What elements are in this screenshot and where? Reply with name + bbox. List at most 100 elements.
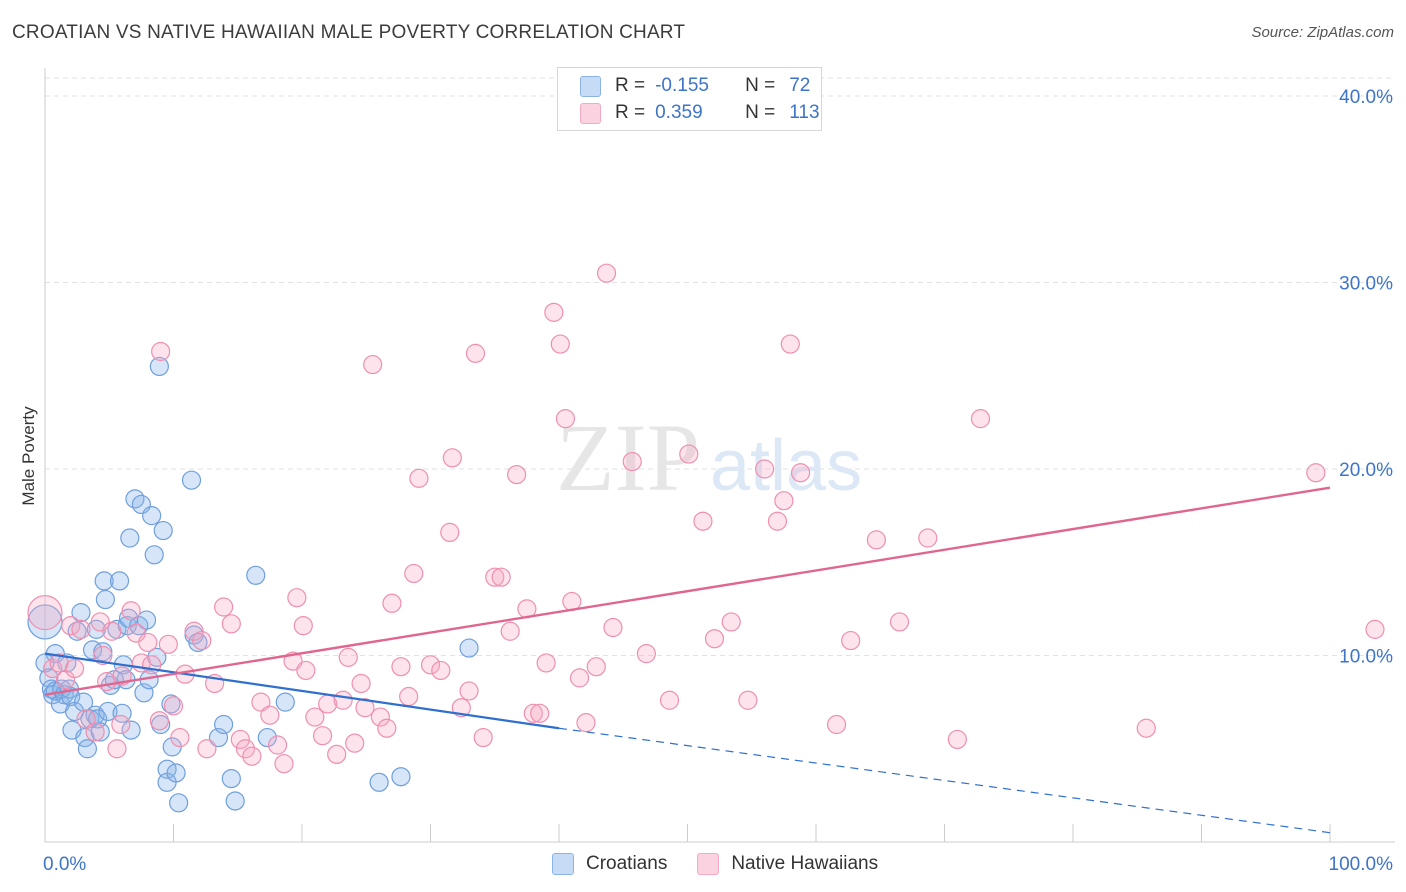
- native-hawaiian-point: [149, 711, 169, 731]
- legend-swatch-blue: [552, 853, 574, 875]
- native-hawaiian-point: [693, 511, 713, 531]
- legend-n-value: 113: [789, 102, 820, 123]
- native-hawaiian-point: [404, 563, 424, 584]
- native-hawaiian-point: [107, 739, 127, 759]
- native-hawaiian-point: [355, 698, 375, 718]
- native-hawaiian-point: [327, 744, 347, 764]
- native-hawaiian-point: [918, 528, 938, 548]
- croatian-point: [71, 603, 91, 623]
- croatian-point: [369, 772, 389, 792]
- native-hawaiian-point: [76, 709, 96, 729]
- native-hawaiian-point: [170, 727, 190, 748]
- native-hawaiian-point: [826, 714, 847, 735]
- x-tick-label: 0.0%: [43, 854, 86, 875]
- native-hawaiian-point: [409, 468, 429, 488]
- watermark-atlas: atlas: [710, 426, 862, 506]
- native-hawaiian-point: [192, 630, 212, 651]
- legend-item-native-hawaiians: Native Hawaiians: [697, 853, 878, 875]
- croatian-point: [109, 571, 130, 591]
- native-hawaiian-point: [27, 595, 63, 631]
- native-hawaiian-point: [287, 588, 307, 608]
- croatian-point: [153, 520, 173, 541]
- croatian-point: [120, 528, 140, 548]
- x-tick-label: 100.0%: [1329, 854, 1394, 875]
- native-hawaiian-point: [1365, 619, 1385, 639]
- croatian-point: [221, 768, 241, 789]
- native-hawaiian-point: [1306, 463, 1326, 483]
- legend-swatch-blue: [580, 75, 601, 97]
- native-hawaiian-point: [586, 657, 606, 677]
- native-hawaiian-point: [431, 660, 451, 681]
- croatian-point: [90, 722, 110, 742]
- native-hawaiian-point: [544, 302, 564, 322]
- native-hawaiian-point: [85, 722, 105, 742]
- native-hawaiian-point: [451, 698, 471, 718]
- native-hawaiian-point: [333, 690, 353, 710]
- croatian-point: [181, 470, 202, 490]
- legend-r-label: R =: [615, 102, 646, 123]
- native-hawaiian-point: [64, 658, 85, 679]
- croatian-point: [246, 565, 266, 585]
- croatian-point: [275, 692, 295, 712]
- native-hawaiian-point: [1136, 718, 1156, 738]
- native-hawaiian-point: [163, 696, 184, 716]
- series-legend: Croatians Native Hawaiians: [552, 852, 908, 876]
- y-tick-label: 10.0%: [1339, 647, 1393, 668]
- croatian-point: [459, 638, 479, 658]
- native-hawaiian-point: [536, 653, 556, 673]
- native-hawaiian-point: [345, 733, 365, 753]
- native-hawaiian-point: [399, 686, 419, 707]
- croatian-point: [391, 767, 411, 787]
- native-hawaiian-point: [71, 619, 91, 639]
- native-hawaiian-point: [260, 705, 280, 725]
- native-hawaiian-trend-line: [44, 486, 1331, 696]
- native-hawaiian-point: [465, 343, 486, 363]
- croatian-trend-line: [44, 652, 560, 730]
- native-hawaiian-point: [659, 690, 680, 710]
- native-hawaiian-point: [296, 660, 316, 681]
- trend-lines: [44, 486, 1331, 834]
- croatian-point: [136, 610, 157, 630]
- native-hawaiian-point: [242, 746, 262, 766]
- native-hawaiian-point: [391, 657, 411, 677]
- native-hawaiian-point: [305, 707, 325, 727]
- croatian-point: [77, 739, 98, 759]
- legend-row-native-hawaiians: R = 0.359 N = 113: [580, 101, 820, 125]
- croatian-point: [169, 793, 189, 813]
- y-tick-label: 40.0%: [1339, 87, 1393, 108]
- watermark-zip: ZIP: [556, 404, 700, 511]
- legend-n-label: N =: [745, 75, 776, 96]
- croatian-point: [94, 571, 114, 591]
- legend-r-value: -0.155: [655, 75, 709, 96]
- native-hawaiian-point: [442, 448, 462, 468]
- croatian-point: [142, 506, 162, 526]
- native-hawaiian-point: [947, 729, 967, 750]
- native-hawaiian-point: [473, 727, 493, 748]
- native-hawaiian-point: [312, 726, 333, 746]
- legend-n-value: 72: [789, 75, 811, 96]
- native-hawaiian-point: [221, 614, 241, 634]
- native-hawaiian-point: [197, 739, 217, 759]
- native-hawaiian-point: [102, 621, 122, 641]
- native-hawaiian-point: [491, 567, 511, 587]
- legend-item-croatians: Croatians: [552, 853, 667, 875]
- axes: [44, 68, 1395, 843]
- legend-swatch-pink: [580, 102, 601, 124]
- native-hawaiian-point: [774, 491, 794, 511]
- native-hawaiian-point: [596, 263, 617, 283]
- native-hawaiian-point: [338, 647, 358, 667]
- native-hawaiian-point: [550, 334, 570, 354]
- native-hawaiian-point: [93, 645, 113, 666]
- croatian-point: [257, 727, 277, 748]
- native-hawaiian-point: [267, 735, 288, 755]
- native-hawaiian-point: [111, 714, 131, 735]
- stats-legend: R = -0.155 N = 72 R = 0.359 N = 113: [557, 67, 822, 131]
- chart-title: CROATIAN VS NATIVE HAWAIIAN MALE POVERTY…: [12, 22, 686, 43]
- native-hawaiian-point: [251, 692, 271, 712]
- y-tick-label: 30.0%: [1339, 274, 1393, 295]
- native-hawaiian-point: [679, 444, 699, 464]
- data-points: [27, 263, 1385, 813]
- croatian-point: [98, 701, 118, 722]
- native-hawaiian-point: [420, 655, 441, 675]
